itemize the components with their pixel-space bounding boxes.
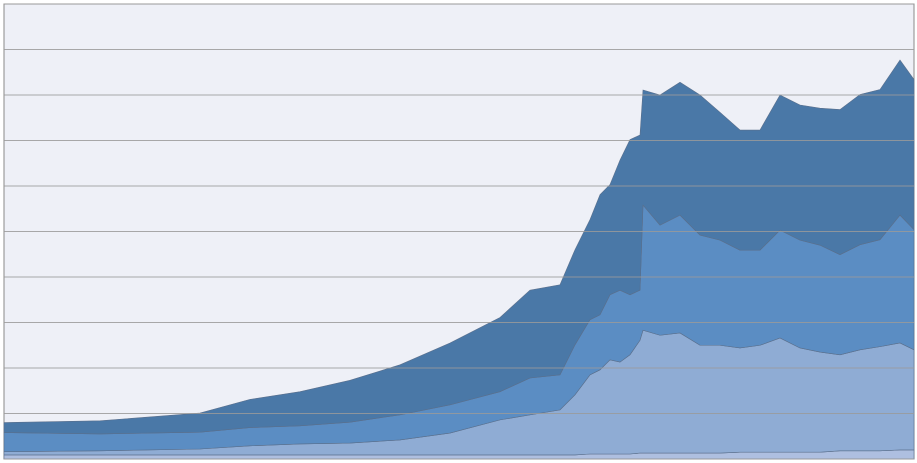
area	[3, 59, 915, 435]
